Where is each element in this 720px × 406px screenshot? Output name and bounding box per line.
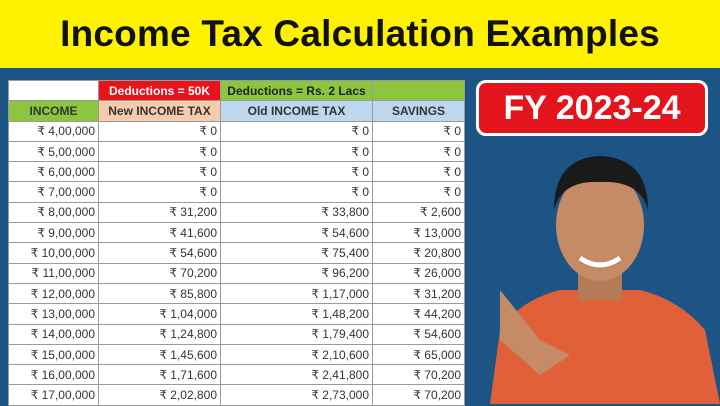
cell-income: ₹ 13,00,000 bbox=[8, 303, 99, 325]
cell-savings: ₹ 20,800 bbox=[372, 242, 465, 264]
cell-savings: ₹ 0 bbox=[372, 120, 465, 142]
cell-savings: ₹ 26,000 bbox=[372, 262, 465, 284]
title-banner: Income Tax Calculation Examples bbox=[0, 0, 720, 68]
cell-old-tax: ₹ 2,73,000 bbox=[220, 384, 373, 406]
cell-income: ₹ 9,00,000 bbox=[8, 222, 99, 244]
cell-new-tax: ₹ 1,04,000 bbox=[98, 303, 221, 325]
cell-savings: ₹ 2,600 bbox=[372, 201, 465, 224]
table-row: ₹ 9,00,000 ₹ 41,600 ₹ 54,600 ₹ 13,000 bbox=[8, 222, 465, 244]
table-row: ₹ 16,00,000 ₹ 1,71,600 ₹ 2,41,800 ₹ 70,200 bbox=[8, 364, 465, 386]
cell-old-tax: ₹ 0 bbox=[220, 140, 373, 163]
table-row: ₹ 8,00,000 ₹ 31,200 ₹ 33,800 ₹ 2,600 bbox=[8, 201, 465, 224]
cell-savings: ₹ 0 bbox=[372, 181, 465, 203]
cell-income: ₹ 10,00,000 bbox=[8, 242, 99, 264]
header-row: INCOME New INCOME TAX Old INCOME TAX SAV… bbox=[8, 100, 465, 122]
cell-savings: ₹ 54,600 bbox=[372, 323, 465, 345]
cell-income: ₹ 4,00,000 bbox=[8, 120, 99, 142]
cell-old-tax: ₹ 54,600 bbox=[220, 222, 373, 244]
cell-old-tax: ₹ 2,41,800 bbox=[220, 364, 373, 386]
cell-new-tax: ₹ 2,02,800 bbox=[98, 384, 221, 406]
cell-old-tax: ₹ 0 bbox=[220, 161, 373, 183]
face bbox=[556, 169, 644, 281]
cell-income: ₹ 8,00,000 bbox=[8, 201, 99, 224]
fy-badge: FY 2023-24 bbox=[476, 80, 708, 136]
cell-income: ₹ 7,00,000 bbox=[8, 181, 99, 203]
table-row: ₹ 7,00,000 ₹ 0 ₹ 0 ₹ 0 bbox=[8, 181, 465, 203]
pointing-hand bbox=[500, 290, 570, 375]
cell-new-tax: ₹ 1,45,600 bbox=[98, 343, 221, 366]
cell-savings: ₹ 0 bbox=[372, 140, 465, 163]
cell-income: ₹ 14,00,000 bbox=[8, 323, 99, 345]
cell-new-tax: ₹ 41,600 bbox=[98, 222, 221, 244]
cell-old-tax: ₹ 96,200 bbox=[220, 262, 373, 284]
cell-new-tax: ₹ 0 bbox=[98, 140, 221, 163]
cell-income: ₹ 17,00,000 bbox=[8, 384, 99, 406]
cell-savings: ₹ 70,200 bbox=[372, 384, 465, 406]
cell-savings: ₹ 44,200 bbox=[372, 303, 465, 325]
header-new-tax: New INCOME TAX bbox=[98, 100, 221, 122]
smile bbox=[578, 255, 622, 268]
cell-income: ₹ 12,00,000 bbox=[8, 282, 99, 305]
cell-savings: ₹ 65,000 bbox=[372, 343, 465, 366]
cell-income: ₹ 11,00,000 bbox=[8, 262, 99, 284]
cell-new-tax: ₹ 54,600 bbox=[98, 242, 221, 264]
blank-cell bbox=[372, 79, 465, 102]
cell-new-tax: ₹ 1,24,800 bbox=[98, 323, 221, 345]
cell-new-tax: ₹ 0 bbox=[98, 161, 221, 183]
table-row: ₹ 5,00,000 ₹ 0 ₹ 0 ₹ 0 bbox=[8, 140, 465, 163]
cell-old-tax: ₹ 2,10,600 bbox=[220, 343, 373, 366]
deduction-new: Deductions = 50K bbox=[98, 79, 221, 102]
cell-new-tax: ₹ 0 bbox=[98, 181, 221, 203]
table-row: ₹ 11,00,000 ₹ 70,200 ₹ 96,200 ₹ 26,000 bbox=[8, 262, 465, 284]
cell-old-tax: ₹ 0 bbox=[220, 181, 373, 203]
cell-income: ₹ 5,00,000 bbox=[8, 140, 99, 163]
cell-new-tax: ₹ 70,200 bbox=[98, 262, 221, 284]
cell-new-tax: ₹ 1,71,600 bbox=[98, 364, 221, 386]
hair bbox=[554, 156, 648, 210]
shirt bbox=[490, 290, 720, 404]
table-row: ₹ 12,00,000 ₹ 85,800 ₹ 1,17,000 ₹ 31,200 bbox=[8, 282, 465, 305]
cell-old-tax: ₹ 1,79,400 bbox=[220, 323, 373, 345]
cell-old-tax: ₹ 33,800 bbox=[220, 201, 373, 224]
table-row: ₹ 15,00,000 ₹ 1,45,600 ₹ 2,10,600 ₹ 65,000 bbox=[8, 343, 465, 366]
header-savings: SAVINGS bbox=[372, 100, 465, 122]
cell-old-tax: ₹ 1,17,000 bbox=[220, 282, 373, 305]
cell-new-tax: ₹ 31,200 bbox=[98, 201, 221, 224]
cell-new-tax: ₹ 85,800 bbox=[98, 282, 221, 305]
deduction-row: Deductions = 50K Deductions = Rs. 2 Lacs bbox=[8, 79, 465, 102]
cell-savings: ₹ 13,000 bbox=[372, 222, 465, 244]
table-row: ₹ 10,00,000 ₹ 54,600 ₹ 75,400 ₹ 20,800 bbox=[8, 242, 465, 264]
cell-old-tax: ₹ 1,48,200 bbox=[220, 303, 373, 325]
cell-savings: ₹ 0 bbox=[372, 161, 465, 183]
table-row: ₹ 17,00,000 ₹ 2,02,800 ₹ 2,73,000 ₹ 70,200 bbox=[8, 384, 465, 406]
cell-savings: ₹ 31,200 bbox=[372, 282, 465, 305]
blank-cell bbox=[8, 79, 99, 102]
header-old-tax: Old INCOME TAX bbox=[220, 100, 373, 122]
cell-income: ₹ 6,00,000 bbox=[8, 161, 99, 183]
cell-income: ₹ 16,00,000 bbox=[8, 364, 99, 386]
tax-table: Deductions = 50K Deductions = Rs. 2 Lacs… bbox=[8, 79, 465, 406]
cell-old-tax: ₹ 75,400 bbox=[220, 242, 373, 264]
presenter-photo bbox=[490, 156, 720, 404]
table-row: ₹ 13,00,000 ₹ 1,04,000 ₹ 1,48,200 ₹ 44,200 bbox=[8, 303, 465, 325]
cell-income: ₹ 15,00,000 bbox=[8, 343, 99, 366]
title: Income Tax Calculation Examples bbox=[60, 13, 660, 54]
table-row: ₹ 6,00,000 ₹ 0 ₹ 0 ₹ 0 bbox=[8, 161, 465, 183]
table-row: ₹ 4,00,000 ₹ 0 ₹ 0 ₹ 0 bbox=[8, 120, 465, 142]
cell-old-tax: ₹ 0 bbox=[220, 120, 373, 142]
table-row: ₹ 14,00,000 ₹ 1,24,800 ₹ 1,79,400 ₹ 54,600 bbox=[8, 323, 465, 345]
cell-savings: ₹ 70,200 bbox=[372, 364, 465, 386]
header-income: INCOME bbox=[8, 100, 99, 122]
cell-new-tax: ₹ 0 bbox=[98, 120, 221, 142]
deduction-old: Deductions = Rs. 2 Lacs bbox=[220, 79, 373, 102]
